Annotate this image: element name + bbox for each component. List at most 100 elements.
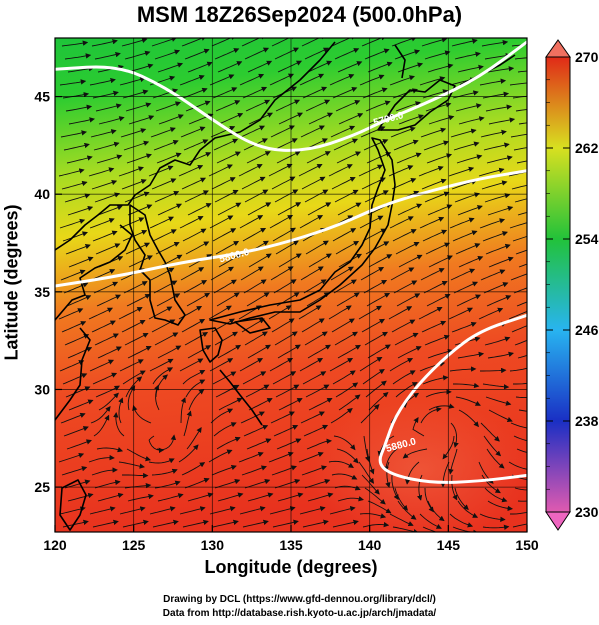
streamline-arrow [180,267,205,281]
streamline-arrow [364,190,389,203]
streamline-arrow [213,422,237,437]
streamline-arrow [510,273,527,281]
streamline-arrow [418,165,444,177]
streamline-arrow [335,382,359,398]
streamline-arrow [93,281,119,294]
y-tick-label: 45 [34,89,50,105]
streamline-arrow [210,266,234,281]
streamline-arrow [515,396,527,399]
streamline-arrow [244,189,269,203]
streamline-arrow [329,74,355,86]
streamline-arrow [360,126,386,138]
streamline-arrow [454,487,469,511]
streamline-arrow [271,318,295,333]
streamline-arrow [186,152,212,164]
streamline-arrow [64,193,91,203]
streamline-arrow [420,406,442,424]
streamline-arrow [517,211,527,216]
streamline-arrow [89,359,115,372]
colorbar-tick-label: 270 [575,49,599,65]
streamline-arrow [330,266,354,281]
streamline-arrow [488,256,514,268]
streamline-arrow [59,506,86,515]
streamline-arrow [306,438,332,450]
streamline-arrow [367,344,391,359]
streamline-arrow [276,151,301,164]
streamline-arrow [186,427,202,450]
streamline-arrow [92,230,118,242]
streamline-arrow [61,321,87,333]
streamline-arrow [97,64,124,73]
streamline-arrow [483,282,509,294]
streamline-arrow [511,325,527,333]
streamline-arrow [98,116,125,125]
streamline-arrow [188,389,205,411]
streamline-arrow [88,167,115,177]
streamline-arrow [247,60,273,73]
streamline-arrow [515,249,527,255]
streamline-arrow [363,435,371,462]
streamline-arrow [454,51,481,60]
streamline-arrow [402,448,428,459]
streamline-arrow [179,74,205,86]
streamline-arrow [179,216,204,229]
streamline-arrow [151,468,178,476]
streamline-arrow [331,38,357,47]
streamline-arrow [338,394,361,411]
streamline-arrow [150,267,175,281]
streamline-arrow [328,460,354,468]
streamline-arrow [63,142,90,151]
streamline-arrow [458,116,485,125]
streamline-arrow [277,492,304,502]
streamline-arrow [94,333,119,346]
streamline-arrow [97,205,123,216]
streamline-arrow [62,92,90,99]
streamline-arrow [154,332,179,346]
streamline-arrow [308,397,333,411]
streamline-arrow [428,115,455,125]
streamline-arrow [300,411,325,424]
streamline-arrow [362,228,387,242]
streamline-arrow [331,473,358,480]
streamline-arrow [97,492,124,502]
streamline-arrow [513,287,527,294]
streamline-arrow [271,465,297,476]
streamline-arrow [61,466,88,476]
streamline-arrow [456,294,482,307]
streamline-arrow [423,281,448,294]
colorbar-tick-label: 246 [575,322,599,338]
streamline-arrow [420,127,447,138]
streamline-arrow [517,70,527,73]
streamline-arrow [67,205,94,216]
streamline-arrow [448,307,474,320]
streamline-arrow [451,474,458,501]
streamline-arrow [92,372,118,385]
streamline-arrow [513,382,527,385]
streamline-arrow [155,101,181,112]
streamline-arrow [421,178,447,190]
streamline-arrow [486,155,513,164]
streamline-arrow [66,155,93,164]
streamline-arrow [91,467,118,476]
streamline-arrow [508,461,527,470]
streamline-arrow [213,138,239,151]
streamline-arrow [509,367,527,372]
streamline-arrow [484,336,511,346]
streamline-arrow [65,244,91,255]
streamline-arrow [127,493,154,502]
streamline-arrow [451,38,478,47]
streamline-arrow [514,57,527,60]
streamline-arrow [395,101,421,112]
streamline-arrow [275,384,300,398]
streamline-arrow [451,321,477,333]
streamline-arrow [98,392,119,411]
height-contours [55,40,527,484]
streamline-arrow [426,153,453,164]
streamline-arrow [274,47,300,60]
streamline-arrow [457,351,485,359]
streamline-arrow [90,129,117,138]
streamline-arrow [209,215,234,229]
contour-line [55,169,527,288]
streamline-arrow [329,357,354,372]
streamline-arrow [412,417,425,437]
